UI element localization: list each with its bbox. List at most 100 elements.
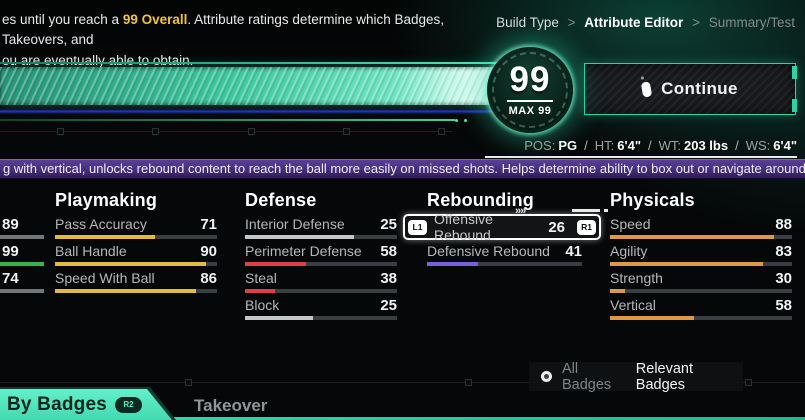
breadcrumb-summary-test[interactable]: Summary/Test: [708, 15, 795, 30]
attributes-panel: 89 99 74 Playmaking Pass Accuracy 71: [0, 190, 805, 360]
attribute-bar-fill: [427, 262, 479, 266]
r1-button-icon[interactable]: R1: [577, 219, 596, 235]
attribute-bar-track: [427, 262, 582, 266]
attr-row[interactable]: Interior Defense 25: [245, 216, 397, 243]
l1-button-icon[interactable]: L1: [408, 219, 427, 235]
relevant-badges-option[interactable]: Relevant Badges: [635, 360, 694, 393]
attribute-label: Pass Accuracy: [55, 216, 147, 232]
attribute-bar-fill: [610, 262, 763, 266]
wt-value: 203 lbs: [684, 138, 729, 153]
attribute-column-cutoff: 89 99 74: [0, 190, 44, 297]
breadcrumb-separator: >: [692, 15, 700, 30]
decorative-square: [152, 128, 159, 135]
attr-row[interactable]: 74: [0, 270, 44, 297]
decorative-square: [57, 128, 64, 135]
attr-row[interactable]: 89: [0, 216, 44, 243]
attr-row[interactable]: Ball Handle 90: [55, 243, 217, 270]
attribute-bar-track: [55, 289, 217, 293]
attribute-value: 26: [548, 218, 565, 236]
attribute-bar-fill: [245, 262, 306, 266]
attribute-value: 88: [775, 216, 792, 233]
separator: /: [735, 138, 739, 153]
selected-attribute-offensive-rebound[interactable]: L1 Offensive Rebound 26 R1: [403, 211, 601, 243]
attr-row[interactable]: Block 25: [245, 297, 397, 324]
selection-dash-decoration: [572, 209, 608, 212]
attribute-bar-track: [245, 262, 397, 266]
ws-value: 6'4": [773, 138, 797, 153]
attribute-label: Offensive Rebound: [434, 211, 493, 243]
attribute-label: Interior Defense: [245, 216, 345, 232]
ht-label: HT:: [594, 138, 615, 153]
attribute-label: Block: [245, 297, 280, 313]
attr-row[interactable]: Speed With Ball 86: [55, 270, 217, 297]
decorative-square: [745, 379, 752, 386]
progress-blue-line: [0, 109, 505, 114]
attr-row[interactable]: Strength 30: [610, 270, 792, 297]
attr-row[interactable]: Pass Accuracy 71: [55, 216, 217, 243]
breadcrumb-build-type[interactable]: Build Type: [496, 15, 559, 30]
badge-filter-toggle[interactable]: All Badges Relevant Badges: [529, 360, 743, 393]
button-edge-decoration: [792, 99, 797, 112]
attr-row[interactable]: 99: [0, 243, 44, 270]
attr-row[interactable]: Agility 83: [610, 243, 792, 270]
attr-row[interactable]: Vertical 58: [610, 297, 792, 324]
breadcrumb: Build Type > Attribute Editor > Summary/…: [496, 15, 795, 30]
attribute-bar-fill: [245, 289, 276, 293]
progress-dot: [464, 118, 467, 122]
attribute-bar-fill: [245, 235, 355, 239]
attr-row[interactable]: Perimeter Defense 58: [245, 243, 397, 270]
tab-takeover[interactable]: Takeover: [194, 396, 268, 415]
attribute-bar-track: [0, 235, 44, 239]
ws-label: WS:: [745, 138, 771, 153]
attribute-bar-track: [0, 289, 44, 293]
attr-row[interactable]: Speed 88: [610, 216, 792, 243]
attr-row-selected-wrap: »» L1 Offensive Rebound 26 R1: [403, 205, 608, 243]
all-badges-option[interactable]: All Badges: [562, 360, 612, 393]
breadcrumb-separator: >: [567, 15, 576, 30]
pos-value: PG: [558, 138, 578, 153]
attribute-value: 25: [380, 297, 397, 314]
continue-button[interactable]: Continue: [584, 63, 797, 115]
separator: /: [647, 138, 652, 153]
column-header: Defense: [245, 190, 317, 210]
attribute-label: Steal: [245, 270, 277, 286]
attribute-value: 86: [200, 270, 217, 287]
attribute-bar-track: [610, 235, 792, 239]
tab-by-badges[interactable]: By Badges R2: [0, 389, 172, 420]
progress-top-line: [0, 62, 505, 64]
attribute-column-defense: Defense Interior Defense 25 Perimeter De…: [245, 190, 397, 324]
mouse-left-click-icon: [640, 80, 653, 98]
progress-bottom-line: [0, 119, 455, 121]
desc-text: es until you reach a: [2, 12, 123, 27]
decorative-square: [248, 128, 255, 135]
breadcrumb-attribute-editor[interactable]: Attribute Editor: [584, 15, 684, 30]
column-header: Rebounding: [427, 190, 534, 210]
overall-progress-bar: [0, 62, 505, 124]
continue-label: Continue: [661, 79, 738, 98]
attribute-label: Defensive Rebound: [427, 243, 550, 259]
attribute-bar-fill: [55, 262, 206, 266]
attribute-value: 83: [775, 243, 792, 260]
attribute-value: 30: [775, 270, 792, 287]
attribute-bar-track: [610, 289, 792, 293]
overall-description: es until you reach a 99 Overall. Attribu…: [2, 10, 480, 71]
attribute-value: 41: [565, 243, 582, 260]
player-info-underline: [485, 156, 797, 158]
attr-row[interactable]: Defensive Rebound 41: [427, 243, 582, 270]
r2-button-icon[interactable]: R2: [115, 396, 143, 413]
decorative-line: [0, 382, 805, 383]
attribute-column-physicals: Physicals Speed 88 Agility 83 Strength 3…: [610, 190, 792, 324]
attribute-bar-fill: [245, 316, 314, 320]
progress-fill: [0, 67, 505, 105]
wt-label: WT:: [658, 138, 681, 153]
separator: /: [584, 138, 588, 153]
attribute-bar-track: [610, 262, 792, 266]
button-edge-decoration: [792, 66, 797, 79]
attr-row[interactable]: Steal 38: [245, 270, 397, 297]
decorative-square: [185, 379, 192, 386]
progress-dot: [455, 118, 458, 122]
tab-label: By Badges: [7, 393, 108, 415]
attribute-column-rebounding: Rebounding »» L1 Offensive Rebound 26 R1…: [403, 190, 608, 270]
decorative-line: [0, 131, 452, 132]
